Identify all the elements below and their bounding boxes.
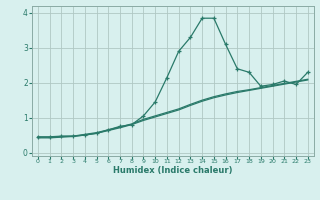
X-axis label: Humidex (Indice chaleur): Humidex (Indice chaleur) (113, 166, 233, 175)
